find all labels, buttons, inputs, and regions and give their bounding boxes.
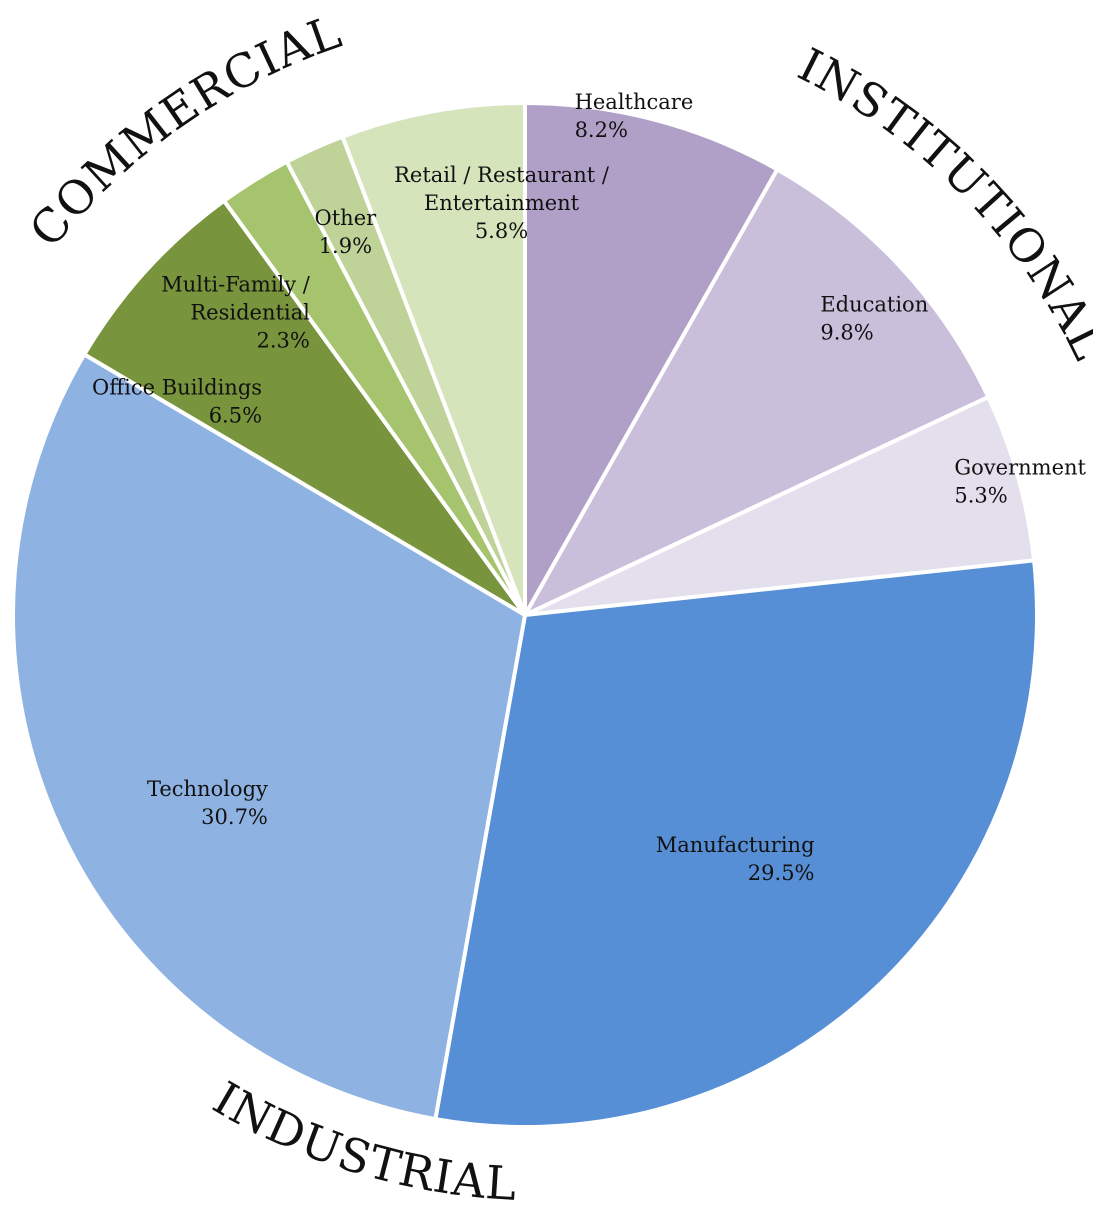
slice-label-2: Government 5.3% — [954, 455, 1086, 507]
slice-name-label: Government — [954, 455, 1086, 479]
slice-value-label: 8.2% — [575, 118, 628, 142]
slice-label-6: Multi-Family / Residential 2.3% — [161, 273, 311, 353]
pie-slice-technology — [11, 352, 527, 1122]
slice-name-label: Residential — [190, 301, 310, 325]
slice-name-label: Manufacturing — [656, 833, 815, 857]
slice-name-label: Healthcare — [575, 90, 694, 114]
slice-name-label: Entertainment — [424, 191, 580, 215]
pie-slice-government — [523, 395, 1037, 617]
slice-label-3: Manufacturing 29.5% — [656, 833, 815, 885]
slice-label-4: Technology 30.7% — [147, 777, 268, 829]
pie-slice-manufacturing — [433, 558, 1039, 1129]
slice-value-label: 5.3% — [954, 483, 1007, 507]
slice-label-7: Other 1.9% — [315, 206, 378, 258]
slice-value-label: 2.3% — [257, 329, 310, 353]
slice-value-label: 1.9% — [319, 234, 372, 258]
slice-name-label: Education — [820, 292, 928, 316]
pie-slice-office-buildings — [82, 198, 527, 617]
pie-slice-retail-restaurant-entertainment — [340, 101, 527, 617]
slice-name-label: Retail / Restaurant / — [394, 163, 610, 187]
slice-value-label: 29.5% — [748, 861, 815, 885]
slice-name-label: Multi-Family / — [161, 273, 311, 297]
pie-slice-healthcare — [523, 101, 780, 617]
slice-label-1: Education 9.8% — [820, 292, 928, 344]
slice-value-label: 9.8% — [820, 320, 873, 344]
slice-labels: Healthcare 8.2% Education 9.8% Government 5.3… — [92, 90, 1087, 885]
pie-slices — [11, 101, 1039, 1129]
slice-label-8: Retail / Restaurant / Entertainment 5.8% — [394, 163, 610, 243]
slice-value-label: 30.7% — [201, 805, 268, 829]
slice-name-label: Technology — [147, 777, 268, 801]
slice-value-label: 6.5% — [209, 403, 262, 427]
slice-name-label: Office Buildings — [92, 375, 262, 399]
slice-name-label: Other — [315, 206, 378, 230]
pie-slice-education — [523, 167, 991, 617]
slice-value-label: 5.8% — [475, 219, 528, 243]
slice-label-0: Healthcare 8.2% — [575, 90, 694, 142]
slice-label-5: Office Buildings 6.5% — [92, 375, 262, 427]
